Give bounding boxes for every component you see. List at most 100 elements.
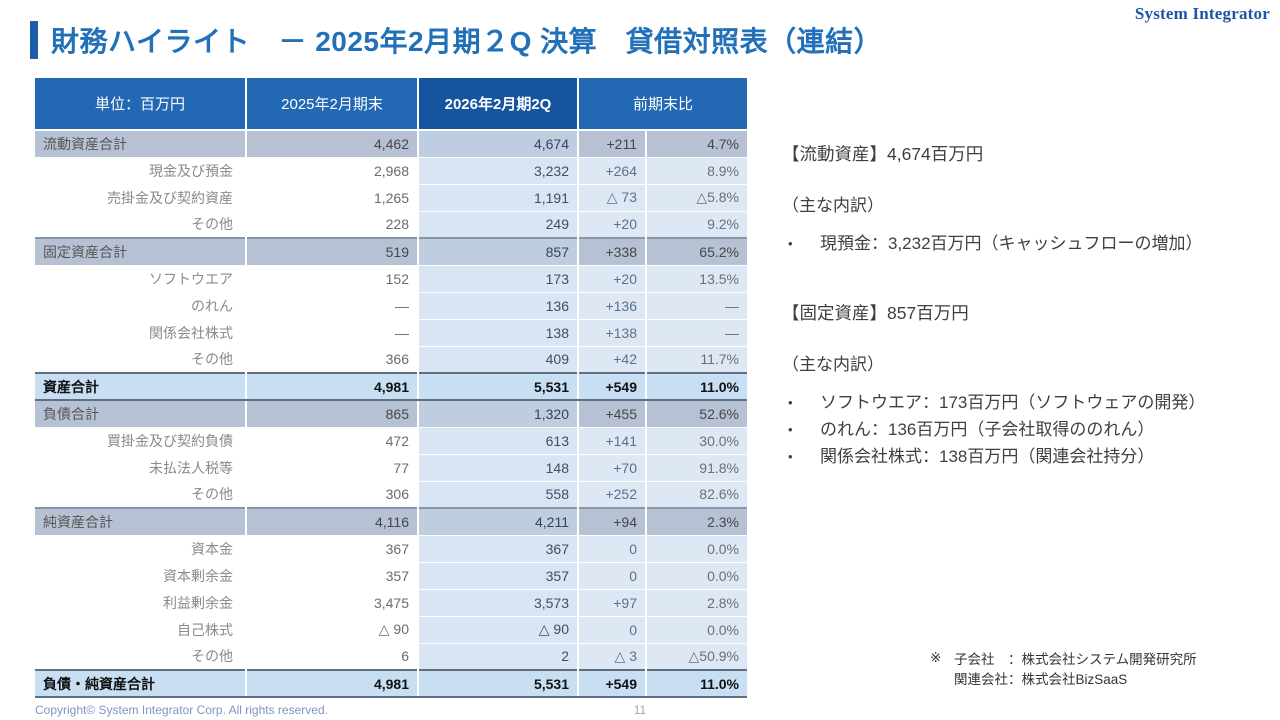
cell-chg: +138 bbox=[577, 319, 646, 347]
cell-v2025: 519 bbox=[245, 237, 418, 266]
cell-v2025: 1,265 bbox=[245, 184, 418, 212]
table-row: 固定資産合計 519 857 +338 65.2% bbox=[35, 237, 747, 266]
cell-v2026: 409 bbox=[417, 346, 578, 374]
table-row: 負債合計 865 1,320 +455 52.6% bbox=[35, 399, 747, 428]
current-assets-heading: 【流動資産】4,674百万円 bbox=[782, 144, 984, 164]
table-row: その他 228 249 +20 9.2% bbox=[35, 211, 747, 239]
balance-sheet-body: 流動資産合計 4,462 4,674 +211 4.7% 現金及び預金 2,968 3,232… bbox=[35, 129, 747, 698]
cell-v2025: 472 bbox=[245, 427, 418, 455]
cell-chg: +211 bbox=[577, 129, 646, 158]
cell-chg: +42 bbox=[577, 346, 646, 374]
cell-pct: ― bbox=[645, 319, 747, 347]
footnote-marker: ※ bbox=[930, 650, 942, 665]
cell-pct: 52.6% bbox=[645, 399, 747, 428]
table-row: 売掛金及び契約資産 1,265 1,191 △ 73 △5.8% bbox=[35, 184, 747, 212]
cell-label: 固定資産合計 bbox=[35, 237, 246, 266]
cell-v2025: 152 bbox=[245, 265, 418, 293]
cell-label: のれん bbox=[35, 292, 246, 320]
cell-label: 買掛金及び契約負債 bbox=[35, 427, 246, 455]
cell-pct: △5.8% bbox=[645, 184, 747, 212]
cell-v2026: 2 bbox=[417, 643, 578, 671]
cell-pct: ― bbox=[645, 292, 747, 320]
cell-v2026: 136 bbox=[417, 292, 578, 320]
cell-label: 流動資産合計 bbox=[35, 129, 246, 158]
cell-chg: +549 bbox=[577, 669, 646, 698]
col-header-2025: 2025年2月期末 bbox=[245, 78, 418, 131]
title-accent-bar bbox=[30, 21, 38, 59]
list-item: のれん：136百万円（子会社取得ののれん） bbox=[782, 416, 1267, 443]
cell-pct: 0.0% bbox=[645, 562, 747, 590]
cell-chg: +252 bbox=[577, 481, 646, 509]
cell-v2026: 3,573 bbox=[417, 589, 578, 617]
table-row: その他 306 558 +252 82.6% bbox=[35, 481, 747, 509]
cell-pct: 82.6% bbox=[645, 481, 747, 509]
cell-v2026: 558 bbox=[417, 481, 578, 509]
cell-chg: 0 bbox=[577, 535, 646, 563]
cell-chg: +455 bbox=[577, 399, 646, 428]
cell-pct: △50.9% bbox=[645, 643, 747, 671]
cell-label: その他 bbox=[35, 643, 246, 671]
cell-v2025: 4,116 bbox=[245, 507, 418, 536]
cell-chg: +264 bbox=[577, 157, 646, 185]
cell-label: 純資産合計 bbox=[35, 507, 246, 536]
cell-chg: +20 bbox=[577, 265, 646, 293]
title-row: 財務ハイライト － 2025年2月期２Q 決算 貸借対照表（連結） bbox=[30, 20, 882, 60]
cell-label: 関係会社株式 bbox=[35, 319, 246, 347]
cell-v2026: 5,531 bbox=[417, 669, 578, 698]
cell-v2025: 367 bbox=[245, 535, 418, 563]
col-header-unit: 単位：百万円 bbox=[35, 78, 246, 131]
cell-chg: +94 bbox=[577, 507, 646, 536]
cell-v2025: 228 bbox=[245, 211, 418, 239]
cell-chg: 0 bbox=[577, 562, 646, 590]
table-row: ソフトウエア 152 173 +20 13.5% bbox=[35, 265, 747, 293]
cell-pct: 0.0% bbox=[645, 616, 747, 644]
bullet-text: 関係会社株式：138百万円（関連会社持分） bbox=[820, 447, 1155, 466]
cell-v2026: 367 bbox=[417, 535, 578, 563]
cell-v2026: 4,674 bbox=[417, 129, 578, 158]
cell-v2025: 357 bbox=[245, 562, 418, 590]
cell-v2025: 4,462 bbox=[245, 129, 418, 158]
company-logo: System Integrator bbox=[1134, 4, 1270, 23]
commentary-panel: 【流動資産】4,674百万円 （主な内訳） 現預金：3,232百万円（キャッシュ… bbox=[782, 142, 1267, 470]
fixed-assets-heading: 【固定資産】857百万円 bbox=[782, 303, 969, 323]
fixed-assets-subheading: （主な内訳） bbox=[782, 355, 884, 374]
cell-pct: 30.0% bbox=[645, 427, 747, 455]
cell-label: 資本金 bbox=[35, 535, 246, 563]
table-row: その他 6 2 △ 3 △50.9% bbox=[35, 643, 747, 671]
table-row: 資本剰余金 357 357 0 0.0% bbox=[35, 562, 747, 590]
cell-pct: 11.0% bbox=[645, 669, 747, 698]
current-assets-subheading: （主な内訳） bbox=[782, 196, 884, 215]
cell-v2026: 249 bbox=[417, 211, 578, 239]
cell-v2025: 4,981 bbox=[245, 669, 418, 698]
cell-v2025: 306 bbox=[245, 481, 418, 509]
col-header-2026: 2026年2月期2Q bbox=[417, 78, 578, 131]
cell-v2026: 357 bbox=[417, 562, 578, 590]
fixed-assets-bullets: ソフトウエア：173百万円（ソフトウェアの開発） のれん：136百万円（子会社取… bbox=[782, 389, 1267, 470]
cell-chg: +549 bbox=[577, 372, 646, 401]
cell-pct: 9.2% bbox=[645, 211, 747, 239]
footnote-line-affiliate: 関連会社：株式会社BizSaaS bbox=[954, 672, 1128, 687]
bullet-text: 現預金：3,232百万円（キャッシュフローの増加） bbox=[820, 234, 1203, 253]
cell-chg: +338 bbox=[577, 237, 646, 266]
cell-pct: 4.7% bbox=[645, 129, 747, 158]
cell-v2025: 3,475 bbox=[245, 589, 418, 617]
cell-v2026: 1,191 bbox=[417, 184, 578, 212]
cell-v2025: △ 90 bbox=[245, 616, 418, 644]
table-row: 資本金 367 367 0 0.0% bbox=[35, 535, 747, 563]
cell-chg: 0 bbox=[577, 616, 646, 644]
list-item: ソフトウエア：173百万円（ソフトウェアの開発） bbox=[782, 389, 1267, 416]
cell-pct: 8.9% bbox=[645, 157, 747, 185]
cell-v2025: 865 bbox=[245, 399, 418, 428]
table-row: 利益剰余金 3,475 3,573 +97 2.8% bbox=[35, 589, 747, 617]
cell-v2025: 2,968 bbox=[245, 157, 418, 185]
cell-pct: 0.0% bbox=[645, 535, 747, 563]
cell-pct: 65.2% bbox=[645, 237, 747, 266]
footnote-line-subsidiary: 子会社 ：株式会社システム開発研究所 bbox=[954, 652, 1197, 667]
table-row: 純資産合計 4,116 4,211 +94 2.3% bbox=[35, 507, 747, 536]
cell-v2026: 857 bbox=[417, 237, 578, 266]
cell-v2026: △ 90 bbox=[417, 616, 578, 644]
cell-label: ソフトウエア bbox=[35, 265, 246, 293]
list-item: 現預金：3,232百万円（キャッシュフローの増加） bbox=[782, 230, 1267, 257]
cell-v2026: 148 bbox=[417, 454, 578, 482]
